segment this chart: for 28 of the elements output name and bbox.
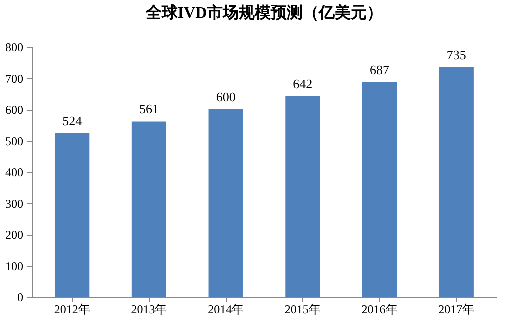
y-tick-label: 800 <box>6 40 24 54</box>
data-label: 524 <box>62 113 83 128</box>
y-tick-label: 300 <box>6 196 24 211</box>
bar <box>55 133 90 297</box>
y-tick-label: 100 <box>6 259 24 274</box>
data-label: 600 <box>216 90 236 104</box>
y-tick-label: 600 <box>6 103 24 117</box>
x-tick-label: 2017年 <box>438 302 475 316</box>
bar <box>439 67 474 297</box>
bar <box>286 96 320 297</box>
data-label: 735 <box>446 47 466 62</box>
y-tick-label: 400 <box>6 166 24 180</box>
data-label: 561 <box>139 102 159 117</box>
chart-title: 全球IVD市场规模预测（亿美元） <box>144 3 384 22</box>
x-tick-label: 2013年 <box>131 302 168 316</box>
data-label: 642 <box>293 76 313 92</box>
y-tick-label: 0 <box>18 290 24 304</box>
bar <box>132 122 167 297</box>
x-tick-label: 2015年 <box>284 302 321 316</box>
y-tick-label: 200 <box>6 228 24 242</box>
data-label: 687 <box>370 62 390 78</box>
x-tick-label: 2012年 <box>54 302 90 316</box>
bar <box>208 110 244 297</box>
x-tick-label: 2016年 <box>362 302 398 316</box>
x-tick-label: 2014年 <box>208 302 244 316</box>
y-tick-label: 500 <box>6 134 24 148</box>
bar <box>362 82 398 297</box>
y-tick-label: 700 <box>6 72 24 86</box>
